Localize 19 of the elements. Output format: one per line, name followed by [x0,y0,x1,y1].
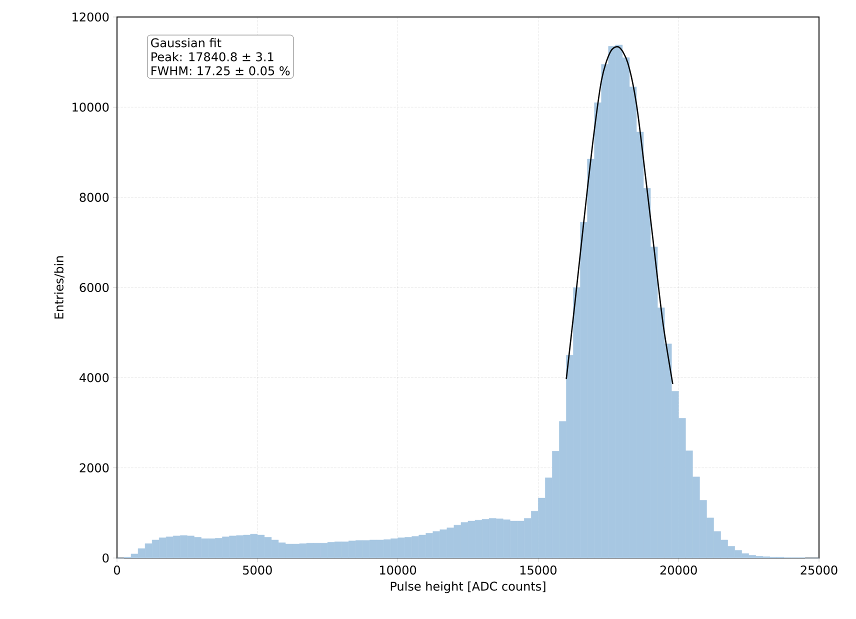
y-tick-label: 0 [102,553,109,563]
annotation: Gaussian fit [151,38,222,48]
x-tick-label: 0 [114,566,120,575]
y-tick-label: 2000 [80,463,109,472]
y-tick-label: 4000 [80,373,109,382]
x-tick-label: 15000 [520,566,556,575]
x-tick-label: 10000 [380,566,416,575]
annotation: Peak: 17840.8 ± 3.1 [152,52,274,62]
y-tick-label: 10000 [72,102,109,112]
x-tick-label: 5000 [243,566,272,575]
x-tick-label: 20000 [660,566,697,575]
y-tick-label: 12000 [72,12,109,22]
y-axis-title: Entries/bin [54,256,64,319]
line-series [566,46,674,385]
y-tick-label: 6000 [80,282,109,292]
y-tick-label: 8000 [80,192,109,202]
x-tick-label: 25000 [800,566,838,575]
annotation: FWHM: 17.25 ± 0.05 % [152,66,290,76]
x-axis-title: Pulse height [ADC counts] [390,581,546,594]
